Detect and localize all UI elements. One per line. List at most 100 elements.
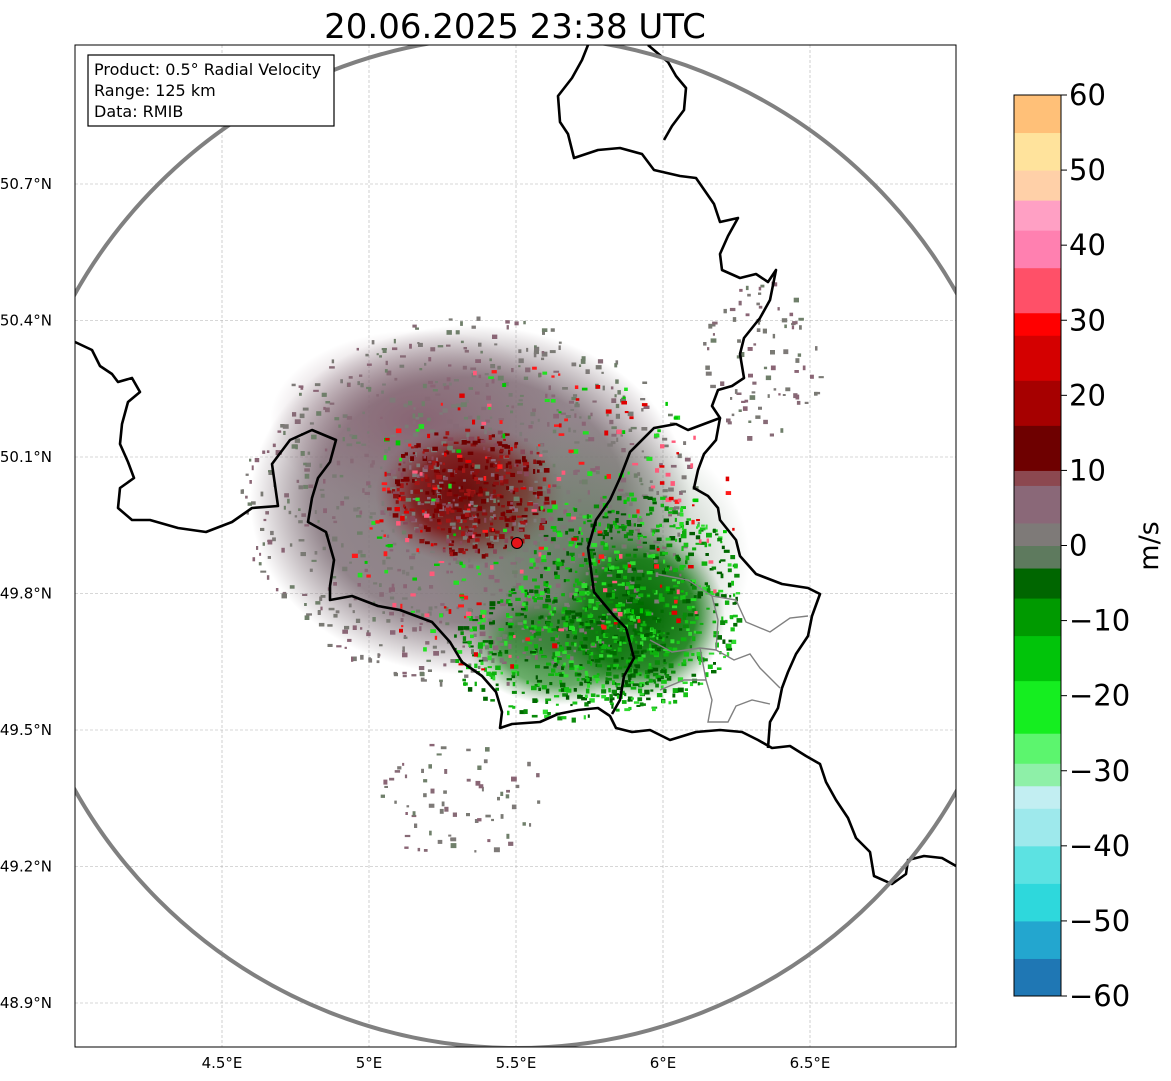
echo-speckle (554, 672, 561, 676)
echo-speckle (381, 482, 388, 486)
echo-speckle (586, 514, 589, 519)
echo-speckle (658, 675, 664, 680)
echo-speckle (443, 468, 446, 472)
echo-speckle (601, 684, 605, 689)
echo-speckle (453, 580, 459, 585)
echo-speckle (336, 506, 340, 510)
echo-speckle (268, 470, 273, 475)
echo-speckle (648, 486, 654, 492)
echo-speckle (557, 665, 562, 669)
echo-speckle (483, 476, 487, 481)
echo-speckle (652, 667, 659, 672)
echo-speckle (600, 496, 605, 502)
echo-speckle (458, 526, 461, 530)
echo-speckle (680, 534, 687, 539)
echo-speckle (481, 688, 486, 692)
echo-speckle (298, 485, 304, 490)
echo-speckle (519, 431, 523, 437)
echo-speckle (545, 595, 551, 599)
echo-speckle (428, 803, 435, 808)
echo-speckle (644, 634, 649, 637)
echo-speckle (448, 364, 452, 367)
echo-speckle (767, 394, 770, 398)
echo-speckle (498, 418, 504, 421)
echo-speckle (669, 588, 675, 591)
echo-speckle (689, 645, 692, 649)
echo-speckle (670, 507, 676, 511)
colorbar-tick-label: 30 (1069, 303, 1106, 337)
echo-speckle (604, 430, 609, 436)
echo-speckle (472, 542, 478, 545)
echo-speckle (649, 667, 654, 672)
echo-speckle (482, 657, 488, 662)
echo-speckle (538, 533, 544, 537)
echo-speckle (604, 512, 608, 517)
echo-speckle (420, 478, 424, 482)
echo-speckle (648, 648, 655, 651)
echo-speckle (402, 613, 405, 617)
echo-speckle (344, 646, 347, 649)
echo-speckle (558, 689, 564, 692)
echo-speckle (660, 444, 665, 449)
echo-speckle (498, 588, 503, 592)
echo-speckle (393, 338, 396, 344)
echo-speckle (482, 529, 488, 533)
map-frame (74, 44, 957, 1048)
radar-site-marker[interactable] (511, 537, 523, 549)
echo-speckle (399, 628, 403, 633)
echo-speckle (632, 599, 638, 604)
echo-speckle (664, 444, 669, 448)
lon-tick-label: 4.5°E (202, 1054, 243, 1072)
echo-speckle (474, 819, 479, 823)
echo-speckle (636, 600, 641, 605)
echo-speckle (542, 508, 545, 512)
latitude-tick-labels: 50.7°N50.4°N50.1°N49.8°N49.5°N49.2°N48.9… (0, 175, 52, 1012)
country-borders (75, 45, 956, 886)
echo-speckle (483, 481, 489, 485)
echo-speckle (470, 634, 474, 639)
echo-speckle (627, 590, 630, 596)
echo-speckle (260, 491, 264, 497)
echo-speckle (583, 637, 588, 641)
echo-speckle (453, 441, 459, 444)
echo-speckle (584, 591, 589, 595)
echo-speckle (669, 612, 672, 615)
echo-speckle (708, 543, 712, 547)
echo-speckle (679, 491, 683, 495)
echo-speckle (778, 393, 781, 396)
echo-speckle (539, 443, 544, 447)
echo-speckle (402, 569, 406, 575)
echo-speckle (491, 370, 497, 374)
echo-speckle (322, 546, 326, 551)
echo-speckle (715, 533, 719, 536)
echo-speckle (346, 416, 353, 420)
echo-speckle (524, 592, 527, 598)
echo-speckle (627, 522, 632, 527)
echo-speckle (648, 643, 651, 649)
colorbar-tick-label: 20 (1069, 378, 1106, 412)
echo-speckle (642, 541, 647, 544)
echo-speckle (319, 596, 323, 601)
echo-speckle (520, 521, 525, 525)
echo-speckle (402, 468, 406, 472)
echo-speckle (626, 608, 632, 614)
echo-speckle (392, 476, 397, 479)
echo-speckle (436, 461, 439, 467)
echo-speckle (584, 702, 589, 707)
echo-speckle (659, 584, 663, 588)
echo-speckle (605, 680, 610, 685)
echo-speckle (663, 659, 666, 663)
echo-speckle (554, 544, 560, 549)
echo-speckle (424, 513, 430, 518)
echo-speckle (612, 667, 616, 670)
echo-speckle (409, 343, 412, 349)
echo-speckle (534, 605, 540, 609)
echo-speckle (595, 663, 598, 667)
echo-speckle (632, 514, 638, 518)
echo-speckle (699, 527, 706, 531)
echo-speckle (474, 549, 479, 553)
echo-speckle (579, 612, 583, 618)
echo-speckle (686, 599, 691, 604)
echo-speckle (395, 440, 401, 446)
echo-speckle (597, 532, 603, 536)
